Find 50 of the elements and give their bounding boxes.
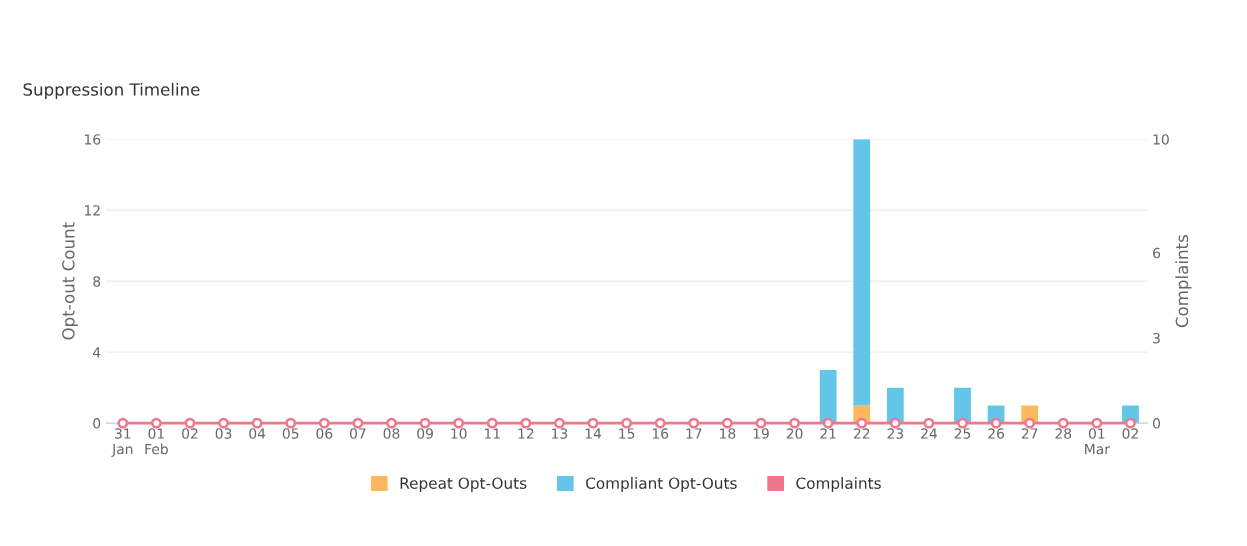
x-tick-label: 28 — [1055, 428, 1072, 439]
y-tick-label: 8 — [93, 276, 101, 287]
x-tick-label: 14 — [585, 428, 602, 439]
bar — [819, 369, 837, 424]
x-tick-label: 20 — [786, 428, 803, 439]
x-tick-label: 26 — [988, 428, 1005, 439]
x-tick-label: 25 — [954, 428, 971, 439]
bar — [886, 387, 904, 424]
chart-title: Suppression Timeline — [23, 82, 200, 100]
y-tick-label: 16 — [84, 134, 101, 145]
x-tick-label: 23 — [887, 428, 904, 439]
x-tick-label: 09 — [417, 428, 433, 439]
x-tick-label: 05 — [282, 428, 299, 439]
x-tick-label: 13 — [552, 428, 568, 439]
legend-label: Compliant Opt-Outs — [586, 477, 737, 492]
x-tick-label: 01 Mar — [1085, 428, 1110, 455]
y2-tick-label: 0 — [1153, 418, 1161, 429]
x-tick-label: 04 — [249, 428, 266, 439]
x-tick-label: 02 — [182, 428, 198, 439]
y2-tick-label: 6 — [1153, 247, 1161, 259]
x-tick-label: 08 — [383, 428, 400, 439]
bar — [853, 139, 871, 406]
x-tick-label: 24 — [921, 428, 937, 439]
x-tick-label: 18 — [720, 428, 736, 439]
x-tick-label: 03 — [215, 428, 232, 439]
y-tick-label: 0 — [93, 418, 101, 429]
x-tick-label: 22 — [853, 428, 870, 439]
x-tick-label: 15 — [619, 428, 635, 439]
y-tick-label: 12 — [84, 205, 100, 216]
y-tick-label: 4 — [92, 347, 101, 358]
legend-label: Complaints — [796, 477, 881, 492]
x-tick-label: 19 — [753, 428, 769, 439]
y2-tick-label: 3 — [1153, 332, 1160, 344]
legend-label: Repeat Opt-Outs — [400, 477, 527, 492]
x-tick-label: 21 — [820, 428, 836, 439]
x-tick-label: 16 — [652, 428, 669, 439]
bar — [954, 387, 971, 424]
x-tick-label: 12 — [518, 428, 534, 439]
x-tick-label: 06 — [316, 428, 333, 439]
x-tick-label: 10 — [451, 428, 467, 439]
x-tick-label: 31 Jan — [111, 428, 133, 457]
x-tick-label: 02 — [1122, 428, 1138, 439]
x-tick-label: 11 — [484, 428, 500, 439]
x-tick-label: 27 — [1021, 428, 1038, 439]
y2-axis-title: Complaints — [1175, 235, 1192, 328]
x-tick-label: 01 Feb — [145, 428, 168, 455]
y-axis-title: Opt-out Count — [62, 222, 78, 340]
y2-tick-label: 10 — [1153, 134, 1169, 145]
x-tick-label: 17 — [686, 428, 702, 439]
x-tick-label: 07 — [349, 428, 366, 439]
